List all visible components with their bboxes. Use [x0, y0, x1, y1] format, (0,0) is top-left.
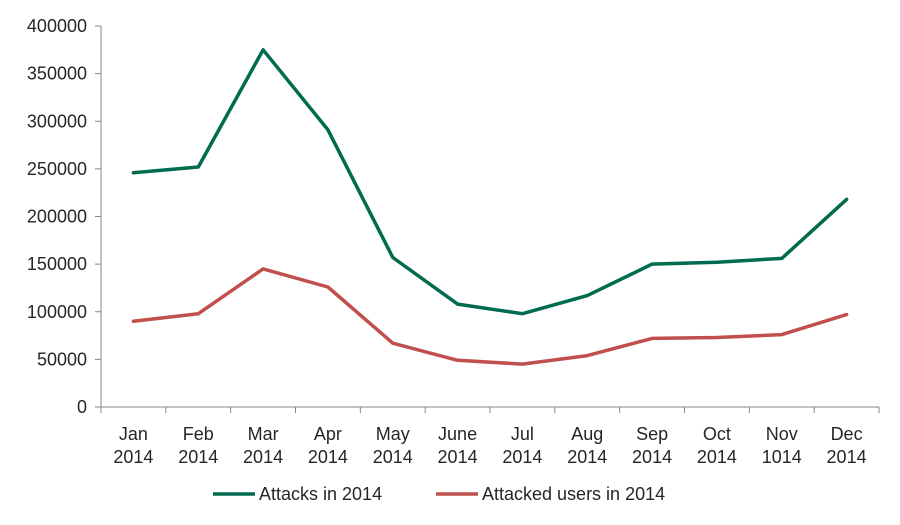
data-point — [780, 256, 784, 260]
y-tick-label: 0 — [77, 397, 87, 417]
data-point — [456, 302, 460, 306]
legend: Attacks in 2014 Attacked users in 2014 — [213, 484, 665, 504]
x-tick-label: 2014 — [178, 447, 218, 467]
data-point — [780, 333, 784, 337]
x-tick-label: Nov — [766, 424, 798, 444]
x-tick-label: 2014 — [827, 447, 867, 467]
data-point — [131, 319, 135, 323]
x-tick-label: 1014 — [762, 447, 802, 467]
x-tick-label: Jan — [119, 424, 148, 444]
x-tick-label: Apr — [314, 424, 342, 444]
y-axis: 0 50000 100000 150000 200000 250000 300000 3500… — [27, 16, 102, 417]
x-tick-label: 2014 — [243, 447, 283, 467]
series-layer — [131, 48, 849, 366]
x-tick-label: Feb — [183, 424, 214, 444]
data-point — [391, 255, 395, 259]
data-point — [261, 48, 265, 52]
y-tick-label: 300000 — [27, 111, 87, 131]
x-tick-label: 2014 — [373, 447, 413, 467]
series-line-2 — [131, 267, 849, 366]
x-tick-label: Aug — [571, 424, 603, 444]
series-line-1 — [131, 48, 849, 316]
data-point — [131, 171, 135, 175]
data-point — [520, 312, 524, 316]
data-point — [585, 354, 589, 358]
legend-label-2: Attacked users in 2014 — [482, 484, 665, 504]
data-point — [585, 294, 589, 298]
y-tick-label: 200000 — [27, 207, 87, 227]
data-point — [196, 312, 200, 316]
x-tick-label: 2014 — [438, 447, 478, 467]
x-tick-label: 2014 — [308, 447, 348, 467]
data-point — [650, 262, 654, 266]
x-tick-label: Dec — [831, 424, 863, 444]
x-tick-label: Sep — [636, 424, 668, 444]
y-tick-label: 150000 — [27, 254, 87, 274]
legend-label-1: Attacks in 2014 — [259, 484, 382, 504]
data-point — [650, 336, 654, 340]
x-tick-label: 2014 — [567, 447, 607, 467]
x-tick-label: 2014 — [697, 447, 737, 467]
data-point — [196, 165, 200, 169]
x-tick-label: May — [376, 424, 410, 444]
x-tick-label: Jul — [511, 424, 534, 444]
x-tick-label: Mar — [248, 424, 279, 444]
x-tick-label: 2014 — [502, 447, 542, 467]
x-tick-label: June — [438, 424, 477, 444]
y-tick-label: 100000 — [27, 302, 87, 322]
data-point — [845, 197, 849, 201]
data-point — [715, 335, 719, 339]
y-tick-label: 350000 — [27, 64, 87, 84]
data-point — [391, 341, 395, 345]
data-point — [845, 313, 849, 317]
data-point — [520, 362, 524, 366]
x-tick-label: 2014 — [113, 447, 153, 467]
x-tick-label: 2014 — [632, 447, 672, 467]
x-tick-label: Oct — [703, 424, 731, 444]
data-point — [715, 260, 719, 264]
y-tick-label: 400000 — [27, 16, 87, 36]
data-point — [261, 267, 265, 271]
x-axis: Jan 2014 Feb 2014 Mar 2014 Apr 2014 May 2014 June 2… — [100, 406, 880, 467]
data-point — [326, 285, 330, 289]
y-tick-label: 50000 — [37, 349, 87, 369]
y-tick-label: 250000 — [27, 159, 87, 179]
data-point — [326, 128, 330, 132]
data-point — [456, 358, 460, 362]
